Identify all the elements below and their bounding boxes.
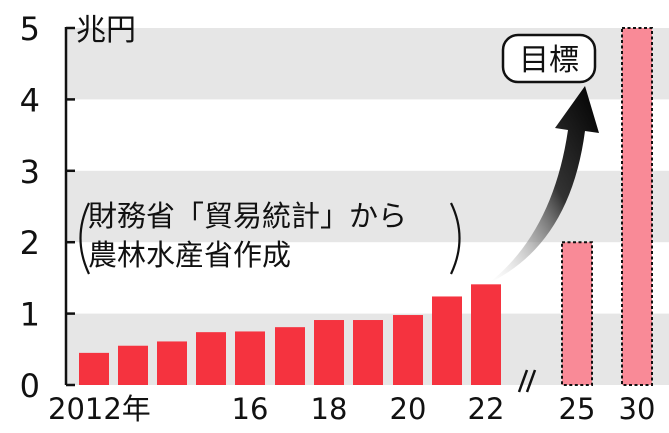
y-tick-labels: 0 1 2 3 4 5 bbox=[20, 10, 40, 405]
y-tick-label: 3 bbox=[20, 153, 40, 191]
source-close-paren bbox=[450, 202, 461, 275]
bar-actual bbox=[471, 284, 501, 385]
bar-actual bbox=[118, 345, 148, 385]
arrow-icon bbox=[489, 86, 599, 283]
y-axis bbox=[64, 26, 75, 387]
source-note-line1: 財務省「貿易統計」から bbox=[88, 199, 407, 233]
unit-label: 兆円 bbox=[76, 13, 136, 48]
x-tick-label: 25 bbox=[559, 392, 596, 426]
x-tick-label: 30 bbox=[619, 392, 656, 426]
bar-actual bbox=[235, 331, 265, 385]
x-tick-labels: 2012年 16 18 20 22 25 30 bbox=[48, 392, 655, 426]
target-label-box bbox=[501, 33, 597, 84]
source-open-paren bbox=[79, 202, 90, 275]
source-note-line2: 農林水産省作成 bbox=[88, 238, 291, 272]
bar-actual bbox=[275, 327, 305, 385]
x-tick-label: 2012年 bbox=[48, 392, 151, 426]
y-tick-label: 1 bbox=[20, 296, 40, 334]
x-tick-label: 22 bbox=[468, 392, 505, 426]
x-tick-label: 16 bbox=[232, 392, 269, 426]
bar-actual bbox=[432, 296, 462, 385]
y-tick-label: 2 bbox=[20, 224, 40, 262]
bar-target bbox=[621, 27, 653, 386]
y-tick-label: 0 bbox=[20, 367, 40, 405]
annotations: 兆円 財務省「貿易統計」から 農林水産省作成 目標 bbox=[76, 13, 599, 393]
y-tick-label: 5 bbox=[20, 10, 40, 48]
x-tick-label: 20 bbox=[390, 392, 427, 426]
bar-actual bbox=[353, 320, 383, 385]
bars bbox=[79, 27, 653, 386]
bar-actual bbox=[196, 332, 226, 385]
y-tick-label: 4 bbox=[20, 81, 40, 119]
bar-actual bbox=[157, 341, 187, 385]
target-label: 目標 bbox=[519, 43, 579, 78]
bar-actual bbox=[314, 320, 344, 385]
x-tick-label: 18 bbox=[311, 392, 348, 426]
bar-target bbox=[561, 241, 593, 386]
axis-break-icon bbox=[517, 369, 537, 393]
bar-actual bbox=[393, 315, 423, 385]
bar-actual bbox=[79, 352, 109, 385]
